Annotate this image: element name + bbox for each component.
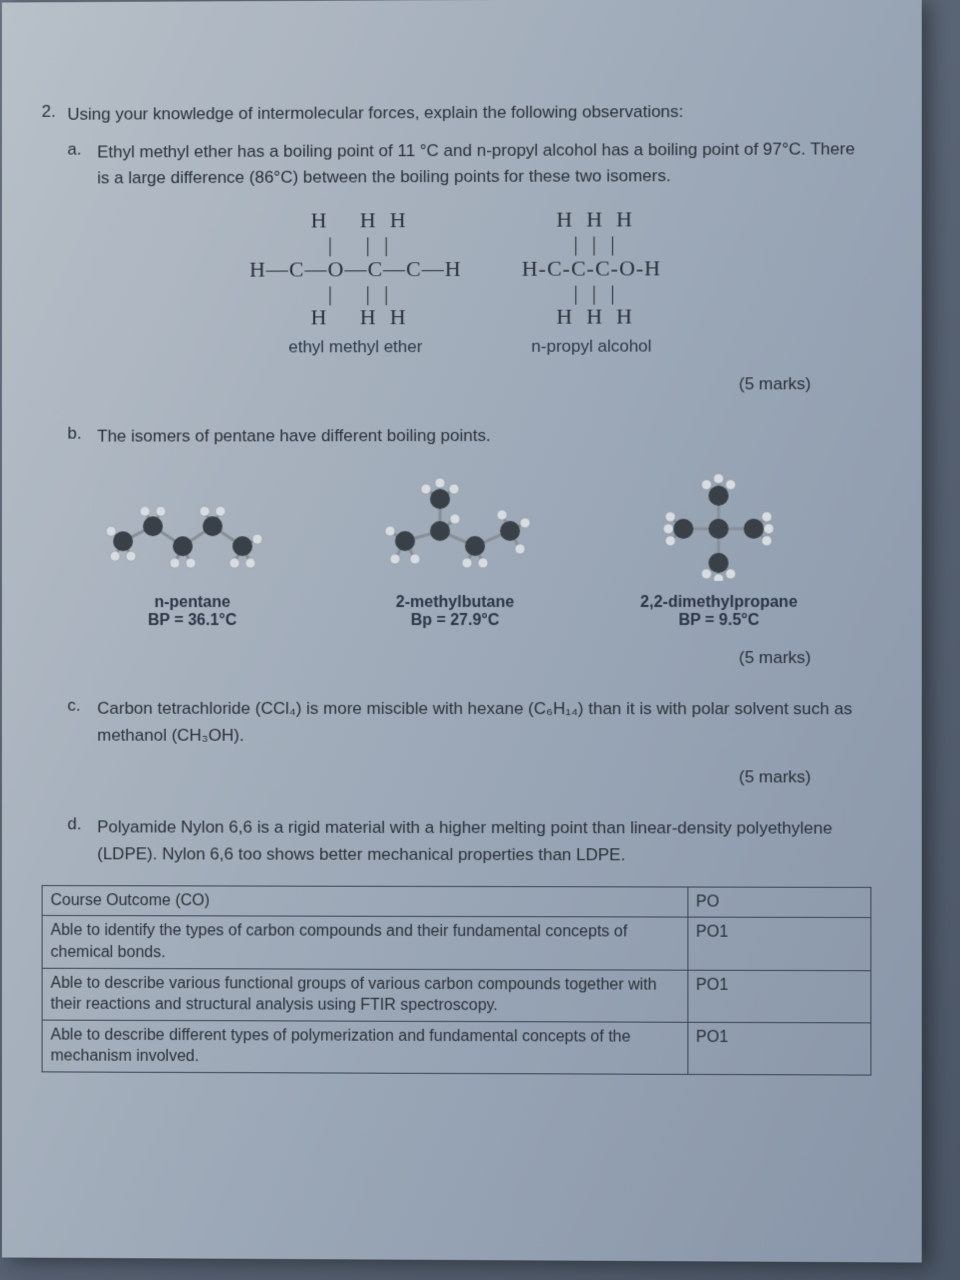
dimethylpropane-model: 2,2-dimethylpropane BP = 9.5°C — [608, 471, 829, 631]
structure-line: | | | — [249, 281, 461, 306]
header-po: PO — [688, 887, 871, 918]
co-table: Course Outcome (CO) PO Able to identify … — [42, 885, 872, 1076]
structure-line: H H H — [522, 207, 662, 232]
table-row: Able to describe various functional grou… — [42, 968, 871, 1023]
marks-b: (5 marks) — [42, 648, 811, 668]
structure-line: H—C—O—C—C—H — [249, 257, 461, 282]
header-co: Course Outcome (CO) — [42, 885, 687, 917]
table-row: Able to identify the types of carbon com… — [42, 916, 871, 970]
2-methylbutane-model: 2-methylbutane Bp = 27.9°C — [345, 471, 565, 630]
co-cell: Able to describe various functional grou… — [42, 968, 687, 1022]
structure-line: H H H — [249, 208, 461, 233]
n-propyl-alcohol-structure: H H H | | | H-C-C-C-O-H | | | H H H n-pr… — [522, 207, 662, 357]
part-b-text: The isomers of pentane have different bo… — [97, 422, 871, 450]
structure-line: | | | — [522, 232, 662, 257]
marks-c: (5 marks) — [42, 767, 811, 788]
part-letter: b. — [67, 424, 97, 450]
table-row: Able to describe different types of poly… — [42, 1020, 871, 1075]
part-a: a. Ethyl methyl ether has a boiling poin… — [67, 136, 871, 192]
po-cell: PO1 — [688, 1022, 871, 1075]
po-cell: PO1 — [688, 970, 871, 1023]
part-letter: d. — [67, 815, 97, 868]
structure-line: H H H — [249, 305, 461, 330]
part-c: c. Carbon tetrachloride (CCl₄) is more m… — [67, 696, 871, 749]
question-2: 2. Using your knowledge of intermolecula… — [42, 98, 872, 127]
isomer-name: n-pentane — [83, 595, 302, 613]
molecule-icon — [370, 471, 540, 581]
co-cell: Able to identify the types of carbon com… — [42, 916, 687, 970]
structure-label: n-propyl alcohol — [522, 337, 662, 357]
structure-line: | | | — [522, 280, 662, 305]
part-letter: a. — [67, 139, 97, 192]
structure-line: H H H — [522, 304, 662, 329]
structure-line: H-C-C-C-O-H — [522, 256, 662, 281]
part-d-text: Polyamide Nylon 6,6 is a rigid material … — [97, 815, 871, 869]
isomer-bp: BP = 36.1°C — [83, 612, 302, 630]
isomer-bp: Bp = 27.9°C — [345, 612, 565, 630]
marks-a: (5 marks) — [42, 374, 811, 396]
structure-line: | | | — [249, 232, 461, 257]
co-cell: Able to describe different types of poly… — [42, 1020, 687, 1074]
part-letter: c. — [67, 696, 97, 749]
molecule-icon — [103, 472, 282, 582]
isomer-name: 2-methylbutane — [345, 594, 565, 612]
pentane-isomers: n-pentane BP = 36.1°C — [61, 471, 851, 631]
question-stem: Using your knowledge of intermolecular f… — [67, 98, 871, 127]
part-d: d. Polyamide Nylon 6,6 is a rigid materi… — [67, 815, 871, 869]
part-c-text: Carbon tetrachloride (CCl₄) is more misc… — [97, 696, 871, 749]
part-b: b. The isomers of pentane have different… — [67, 422, 871, 450]
question-number: 2. — [42, 102, 68, 128]
part-a-text: Ethyl methyl ether has a boiling point o… — [97, 136, 871, 192]
ethyl-methyl-ether-structure: H H H | | | H—C—O—C—C—H | | | H H H ethy… — [249, 208, 461, 357]
n-pentane-model: n-pentane BP = 36.1°C — [83, 472, 302, 631]
exam-page: 2. Using your knowledge of intermolecula… — [2, 0, 922, 1263]
isomer-name: 2,2-dimethylpropane — [608, 594, 829, 612]
po-cell: PO1 — [688, 918, 871, 971]
structure-label: ethyl methyl ether — [249, 337, 461, 358]
isomer-bp: BP = 9.5°C — [608, 612, 829, 630]
structural-formulas: H H H | | | H—C—O—C—C—H | | | H H H ethy… — [42, 207, 872, 358]
table-header-row: Course Outcome (CO) PO — [42, 885, 871, 918]
molecule-icon — [639, 471, 800, 581]
course-outcome-table: Course Outcome (CO) PO Able to identify … — [42, 885, 872, 1076]
